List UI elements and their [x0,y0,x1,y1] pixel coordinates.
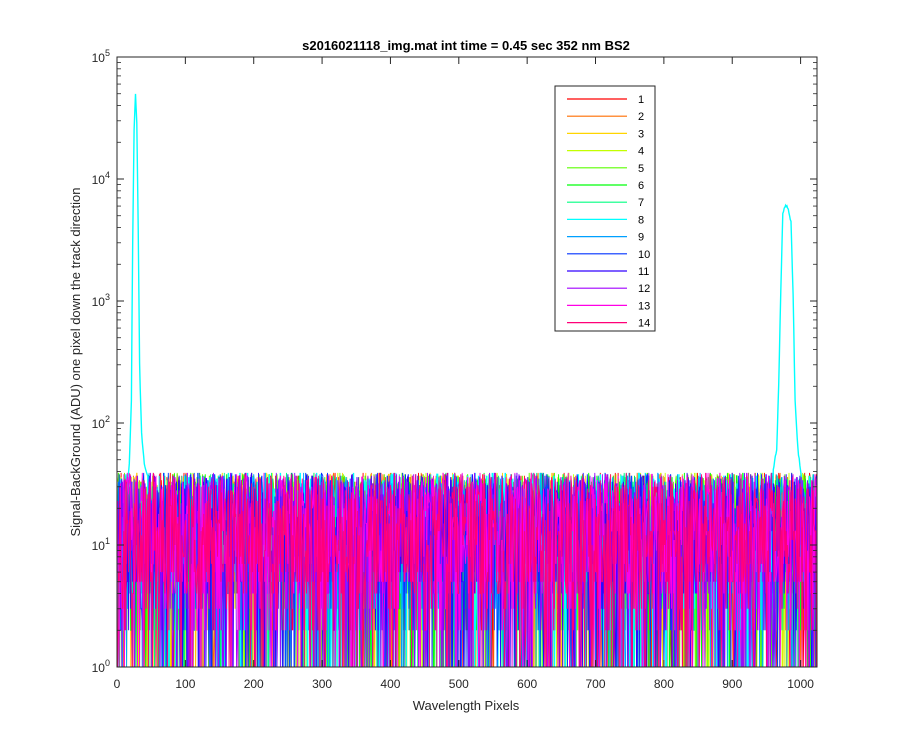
x-tick-label: 600 [517,677,537,691]
legend-label-5: 5 [638,163,644,175]
legend-label-7: 7 [638,197,644,209]
x-axis-label: Wavelength Pixels [413,698,520,713]
y-tick-label: 101 [92,536,110,553]
legend-label-6: 6 [638,180,644,192]
x-tick-label: 300 [312,677,332,691]
x-tick-label: 800 [654,677,674,691]
legend-label-12: 12 [638,283,650,295]
series-layer [117,93,817,667]
x-tick-label: 900 [722,677,742,691]
y-tick-label: 102 [92,414,110,431]
y-axis-label: Signal-BackGround (ADU) one pixel down t… [68,187,83,536]
y-tick-label: 100 [92,658,110,675]
legend-label-13: 13 [638,300,650,312]
x-tick-label: 700 [586,677,606,691]
legend-label-14: 14 [638,318,650,330]
y-tick-label: 105 [92,48,110,65]
x-tick-label: 500 [449,677,469,691]
series-line-14 [117,472,817,667]
legend-box [554,85,656,332]
legend-label-11: 11 [638,266,649,278]
x-tick-label: 0 [114,677,121,691]
y-tick-label: 103 [92,292,110,309]
x-tick-label: 200 [244,677,264,691]
axes-layer: 0 100 200 300 400 500 600 700 800 900 100010010110… [92,48,817,691]
x-tick-label: 100 [175,677,195,691]
legend-label-1: 1 [638,94,644,106]
x-tick-label: 400 [380,677,400,691]
legend-label-8: 8 [638,214,644,226]
plot-frame [116,56,818,668]
legend-label-4: 4 [638,146,644,158]
legend-label-3: 3 [638,128,644,140]
legend-label-9: 9 [638,232,644,244]
x-tick-label: 1000 [787,677,814,691]
legend-label-2: 2 [638,111,644,123]
legend-label-10: 10 [638,249,650,261]
chart-title: s2016021118_img.mat int time = 0.45 sec … [302,38,630,53]
y-tick-label: 104 [92,170,110,187]
